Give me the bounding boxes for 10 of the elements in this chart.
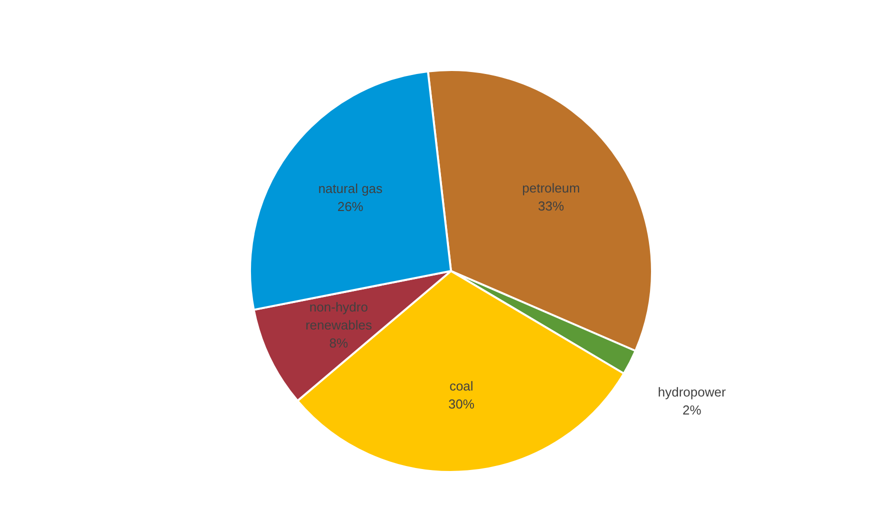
- data-label: 8%: [329, 336, 349, 351]
- slice-label: petroleum: [522, 180, 580, 196]
- data-label: 30%: [448, 396, 475, 412]
- slice-label: natural gas: [318, 181, 384, 196]
- data-label: 2%: [682, 402, 702, 418]
- slice-label: non-hydro renewables: [305, 300, 372, 333]
- slice-label: hydropower: [658, 384, 726, 400]
- slice-label: coal: [449, 378, 474, 394]
- data-label: 26%: [337, 199, 364, 214]
- data-label: 33%: [538, 198, 565, 214]
